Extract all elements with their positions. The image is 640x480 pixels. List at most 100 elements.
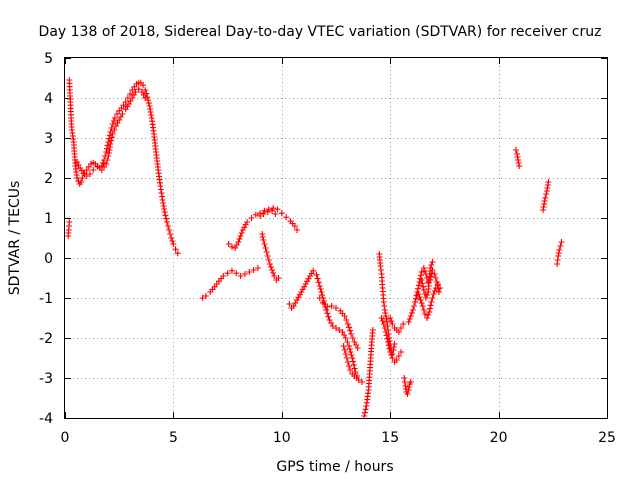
y-axis-label: SDTVAR / TECUs [7,181,23,296]
data-point [346,363,353,369]
data-point [317,286,324,292]
data-point [299,286,306,293]
data-point [293,227,300,233]
data-point [261,241,268,247]
data-point [275,275,282,281]
data-point [542,195,549,201]
y-tick-label: 5 [44,51,53,67]
data-point [384,335,391,342]
data-point [361,409,368,416]
data-point [389,355,396,361]
data-point [304,278,311,285]
data-point [129,87,136,93]
x-tick-label: 15 [381,430,399,446]
data-point [254,265,261,271]
data-point [387,315,394,321]
data-point [246,269,253,275]
data-point [305,275,312,282]
data-point [104,157,111,163]
data-point [418,277,425,283]
data-point [145,100,152,107]
data-points [65,77,565,419]
data-point [429,295,436,301]
x-tick-label: 20 [490,430,508,446]
data-point [250,267,257,273]
data-point [143,90,150,97]
data-point [110,118,117,124]
y-tick-label: 3 [44,131,53,147]
data-point [351,365,358,372]
data-point [437,285,444,291]
data-point [224,270,231,277]
data-point [342,335,349,341]
data-point [342,351,349,357]
data-point [350,358,357,365]
data-point [395,329,402,335]
data-point [270,270,277,276]
data-point [242,221,249,228]
data-point [286,301,293,307]
chart-title: Day 138 of 2018, Sidereal Day-to-day VTE… [39,24,602,40]
data-point [261,207,268,214]
data-point [239,227,246,233]
data-point [340,343,347,349]
data-point [343,355,350,361]
data-point [278,210,285,217]
data-point [301,283,308,290]
data-point [421,311,428,317]
data-point [359,379,366,385]
data-point [83,167,90,173]
data-point [318,289,325,295]
data-point [108,134,115,141]
data-point [75,178,82,185]
data-point [267,264,274,270]
data-point [344,359,351,365]
data-point [316,295,323,301]
data-point [108,137,115,144]
data-point [111,127,118,133]
data-point [202,293,209,299]
data-point [244,219,251,225]
data-point [264,253,271,259]
data-point [314,275,321,282]
data-point [233,270,240,277]
data-point [269,267,276,273]
data-point [228,267,235,274]
data-point [265,206,272,213]
data-point [512,147,519,153]
x-tick-label: 10 [273,430,291,446]
plot-frame [64,57,608,419]
data-point [263,249,270,255]
data-point [419,303,426,309]
data-point [418,300,425,306]
data-point [380,321,387,327]
data-point [382,329,389,335]
data-point [78,179,85,185]
data-point [427,265,434,271]
data-point [80,170,87,177]
data-point [329,323,336,329]
data-point [269,207,276,214]
data-point [409,307,416,313]
data-point [271,273,278,279]
x-axis-label: GPS time / hours [276,459,393,475]
data-point [427,302,434,309]
data-point [257,213,264,219]
data-point [333,305,339,311]
data-point [109,121,116,127]
data-point [516,163,523,169]
data-point [387,349,394,355]
data-point [103,161,110,167]
data-point [353,375,360,381]
data-point [388,318,395,324]
data-point [235,239,242,245]
data-point [274,206,281,213]
data-point [369,327,376,333]
data-point [336,327,343,333]
data-point [354,345,361,351]
data-point [120,102,127,109]
data-point [328,303,335,309]
data-point [415,291,422,297]
data-point [344,339,351,345]
data-point [162,212,169,219]
